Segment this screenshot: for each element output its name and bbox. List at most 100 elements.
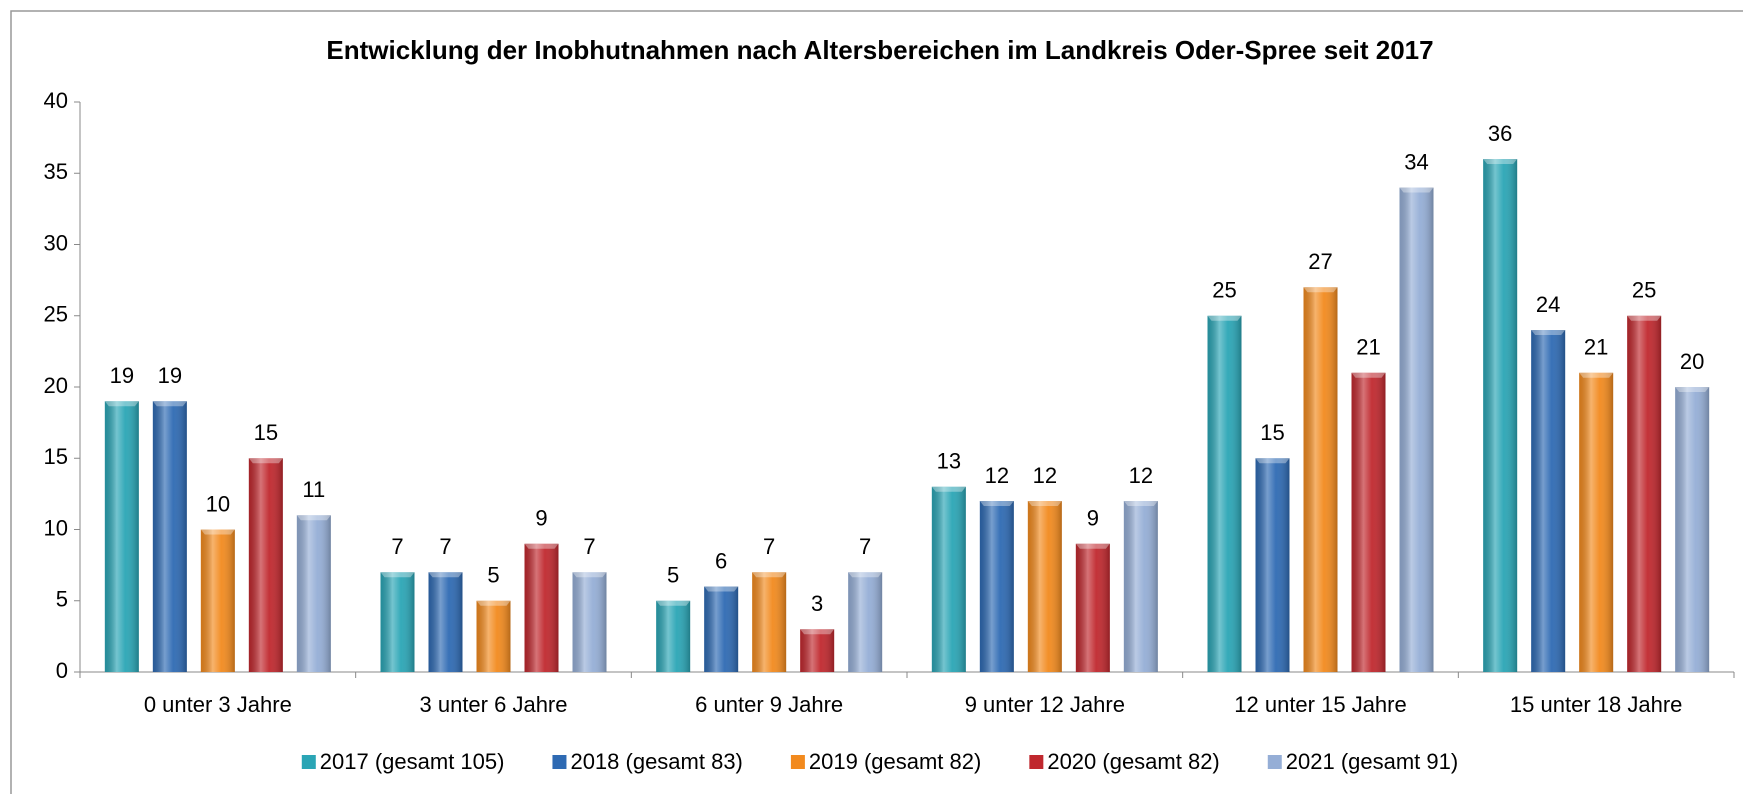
y-tick-label: 35 [44, 159, 68, 184]
y-tick-label: 40 [44, 88, 68, 113]
y-tick-label: 25 [44, 302, 68, 327]
value-label: 9 [535, 506, 547, 531]
bar-shade [380, 572, 415, 672]
bar-cap [979, 501, 1014, 506]
value-label: 21 [1584, 335, 1608, 360]
value-label: 7 [763, 534, 775, 559]
bar-cap [752, 572, 787, 578]
bar-shade [704, 586, 739, 672]
bar-shade [248, 458, 283, 672]
bar-cap [800, 629, 835, 635]
bar-shade [656, 600, 691, 672]
frame [10, 10, 1743, 794]
chart-title: Entwicklung der Inobhutnahmen nach Alter… [326, 35, 1433, 65]
bar-cap [1579, 372, 1614, 378]
bar-shade [752, 572, 787, 672]
bar-shade [800, 629, 835, 672]
value-label: 10 [206, 491, 230, 516]
y-tick-label: 15 [44, 444, 68, 469]
bar-shade [848, 572, 883, 672]
bar-shade [572, 572, 607, 672]
bar-shade [1255, 458, 1290, 672]
legend-label: 2019 (gesamt 82) [809, 749, 981, 774]
value-label: 6 [715, 548, 727, 573]
x-tick-label: 15 unter 18 Jahre [1510, 692, 1682, 717]
bar-cap [104, 401, 139, 407]
bar-shade [979, 501, 1014, 672]
bar-cap [1027, 501, 1062, 506]
value-label: 12 [1033, 463, 1057, 488]
bar-shade [476, 600, 511, 672]
value-label: 7 [859, 534, 871, 559]
bar-cap [1531, 330, 1566, 335]
bar-shade [200, 529, 235, 672]
value-label: 19 [158, 363, 182, 388]
bar-shade [1399, 187, 1434, 672]
bar-shade [1483, 159, 1518, 672]
legend-marker [552, 755, 567, 769]
bar-shade [931, 486, 966, 672]
value-label: 24 [1536, 292, 1560, 317]
bar-shade [524, 543, 559, 672]
x-tick-label: 6 unter 9 Jahre [695, 692, 843, 717]
value-label: 27 [1308, 249, 1332, 274]
bar-cap [1399, 187, 1434, 193]
bar-cap [931, 486, 966, 492]
value-label: 15 [254, 420, 278, 445]
value-label: 12 [985, 463, 1009, 488]
bar-shade [1675, 387, 1710, 672]
legend-label: 2017 (gesamt 105) [320, 749, 505, 774]
bar-shade [1075, 543, 1110, 672]
value-label: 25 [1632, 278, 1656, 303]
value-label: 20 [1680, 349, 1704, 374]
bar-cap [380, 572, 415, 578]
bar-shade [104, 401, 139, 672]
bar-shade [1303, 287, 1338, 672]
x-tick-label: 3 unter 6 Jahre [420, 692, 568, 717]
bar-shade [1351, 372, 1386, 672]
legend-label: 2020 (gesamt 82) [1047, 749, 1219, 774]
value-label: 13 [937, 449, 961, 474]
legend-marker [1029, 755, 1044, 769]
bar-cap [1351, 372, 1386, 378]
bar-cap [1483, 159, 1518, 164]
value-label: 11 [302, 477, 325, 502]
value-label: 19 [110, 363, 134, 388]
bar-cap [1627, 315, 1662, 321]
value-label: 5 [667, 563, 679, 588]
x-tick-label: 0 unter 3 Jahre [144, 692, 292, 717]
y-tick-label: 0 [56, 658, 68, 683]
bar-cap [152, 401, 187, 407]
bar-cap [848, 572, 883, 578]
y-tick-label: 30 [44, 230, 68, 255]
bar-cap [428, 572, 463, 578]
value-label: 7 [439, 534, 451, 559]
bar-cap [572, 572, 607, 578]
bar-shade [428, 572, 463, 672]
value-label: 25 [1212, 278, 1236, 303]
value-label: 36 [1488, 121, 1512, 146]
y-tick-label: 20 [44, 373, 68, 398]
bar-cap [248, 458, 283, 464]
bar-shade [1627, 315, 1662, 672]
bar-cap [1207, 315, 1242, 321]
value-label: 9 [1087, 506, 1099, 531]
value-label: 21 [1356, 335, 1380, 360]
y-tick-label: 5 [56, 587, 68, 612]
x-tick-label: 9 unter 12 Jahre [965, 692, 1125, 717]
bar-cap [476, 600, 511, 606]
bar-shade [1207, 315, 1242, 672]
value-label: 12 [1129, 463, 1153, 488]
bar-cap [296, 515, 331, 521]
bar-cap [704, 586, 739, 592]
value-label: 5 [487, 563, 499, 588]
bar-cap [1123, 501, 1158, 506]
bar-shade [296, 515, 331, 672]
bar-cap [656, 600, 691, 606]
legend-marker [301, 755, 316, 769]
bar-cap [1075, 543, 1110, 549]
bar-shade [1027, 501, 1062, 672]
value-label: 34 [1404, 149, 1428, 174]
